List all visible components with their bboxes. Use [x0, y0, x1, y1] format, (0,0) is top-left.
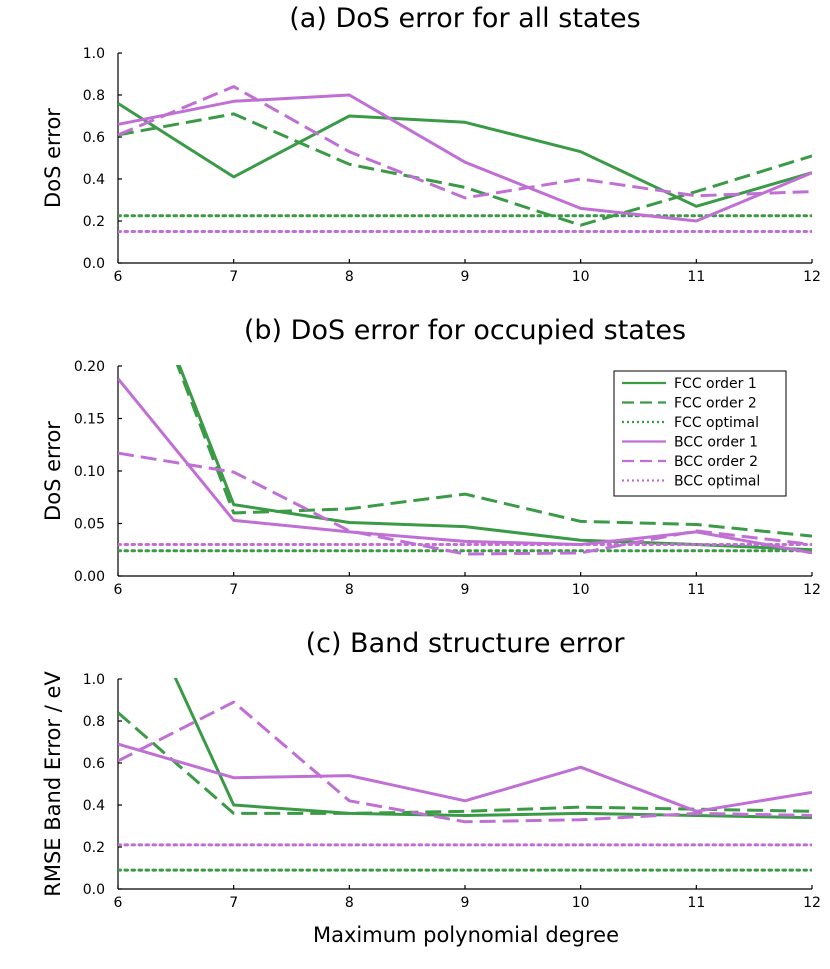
series-line-fcc-order-1	[177, 365, 812, 552]
x-tick-label: 12	[803, 895, 821, 911]
x-tick-label: 10	[572, 269, 590, 285]
y-tick-label: 0.05	[74, 517, 105, 533]
y-tick-label: 0.00	[74, 569, 105, 585]
legend: FCC order 1 FCC order 2 FCC optimal BCC ord…	[613, 370, 787, 497]
legend-box	[613, 370, 787, 497]
x-tick-label: 6	[114, 269, 123, 285]
x-tick-label: 7	[229, 895, 238, 911]
series-line-bcc-order-2	[118, 85, 812, 200]
series-line-bcc-order-2	[118, 451, 812, 556]
series-line-fcc-order-1	[173, 678, 812, 820]
y-tick-label: 1.0	[83, 46, 105, 62]
legend-label: BCC optimal	[674, 474, 760, 490]
y-axis-label: DoS error	[41, 108, 65, 208]
chart-title: (a) DoS error for all states	[289, 3, 640, 34]
x-tick-label: 12	[803, 269, 821, 285]
x-tick-label: 10	[572, 582, 590, 598]
x-tick-label: 7	[229, 582, 238, 598]
x-tick-label: 7	[229, 269, 238, 285]
y-tick-label: 0.2	[83, 214, 105, 230]
series-line-fcc-order-2	[118, 112, 812, 227]
y-axis-label: DoS error	[41, 421, 65, 521]
x-axis-label: Maximum polynomial degree	[313, 923, 619, 947]
panel-b: (b) DoS error for occupied states DoS err…	[41, 315, 821, 598]
y-tick-label: 0.6	[83, 130, 105, 146]
series-line-fcc-order-2	[118, 711, 812, 815]
x-tick-label: 6	[114, 895, 123, 911]
x-tick-label: 11	[687, 895, 705, 911]
series-line-fcc-order-1	[118, 102, 812, 208]
y-tick-label: 0.10	[74, 464, 105, 480]
chart-title: (b) DoS error for occupied states	[244, 315, 686, 346]
x-tick-label: 8	[345, 582, 354, 598]
x-tick-label: 6	[114, 582, 123, 598]
legend-label: BCC order 2	[674, 454, 758, 470]
y-tick-label: 0.15	[74, 412, 105, 428]
y-tick-label: 0.4	[83, 172, 105, 188]
y-tick-label: 0.2	[83, 840, 105, 856]
legend-label: FCC order 2	[674, 396, 757, 412]
legend-label: FCC optimal	[674, 415, 759, 431]
y-tick-label: 0.4	[83, 798, 105, 814]
x-tick-label: 9	[461, 269, 470, 285]
x-tick-label: 11	[687, 582, 705, 598]
series-line-bcc-order-1	[118, 93, 812, 223]
series-line-fcc-order-2	[175, 365, 812, 538]
y-tick-label: 1.0	[83, 672, 105, 688]
y-tick-label: 0.8	[83, 714, 105, 730]
series-line-bcc-order-2	[118, 700, 812, 824]
legend-label: FCC order 1	[674, 376, 757, 392]
y-tick-label: 0.8	[83, 88, 105, 104]
x-tick-label: 12	[803, 582, 821, 598]
y-tick-label: 0.6	[83, 756, 105, 772]
chart-title: (c) Band structure error	[306, 628, 626, 659]
panel-a: (a) DoS error for all states DoS error 0.0…	[41, 3, 821, 285]
x-tick-label: 9	[461, 582, 470, 598]
x-tick-label: 8	[345, 269, 354, 285]
x-tick-label: 8	[345, 895, 354, 911]
x-tick-label: 11	[687, 269, 705, 285]
legend-label: BCC order 1	[674, 435, 758, 451]
panel-c: (c) Band structure error RMSE Band Error …	[41, 628, 821, 911]
y-axis-label: RMSE Band Error / eV	[41, 671, 65, 897]
y-tick-label: 0.20	[74, 359, 105, 375]
x-tick-label: 9	[461, 895, 470, 911]
y-tick-label: 0.0	[83, 882, 105, 898]
series-line-bcc-order-1	[118, 742, 812, 813]
x-tick-label: 10	[572, 895, 590, 911]
y-tick-label: 0.0	[83, 256, 105, 272]
